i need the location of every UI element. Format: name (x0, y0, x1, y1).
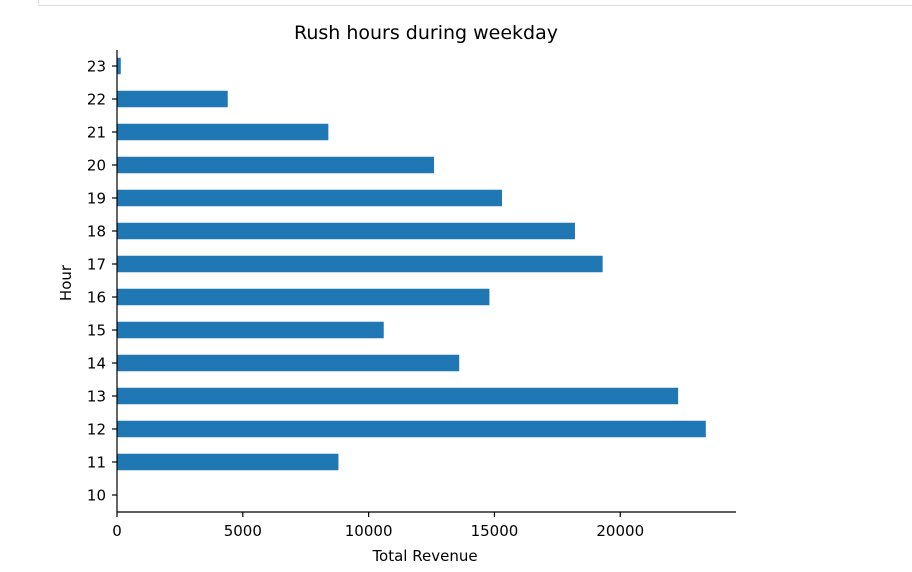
bars-group (117, 57, 706, 471)
chart-title: Rush hours during weekday (294, 22, 558, 44)
x-tick-label-20000: 20000 (596, 522, 644, 540)
y-tick-label-21: 21 (87, 124, 106, 142)
y-tick-label-11: 11 (87, 454, 106, 472)
y-tick-label-13: 13 (87, 388, 106, 406)
x-tick-label-15000: 15000 (471, 522, 519, 540)
bar-hour-14 (117, 354, 460, 372)
y-tick-label-12: 12 (87, 421, 106, 439)
y-axis-label: Hour (57, 264, 75, 301)
y-tick-label-20: 20 (87, 157, 106, 175)
notebook-cell-border (38, 0, 912, 6)
bar-hour-12 (117, 420, 706, 438)
y-tick-label-15: 15 (87, 322, 106, 340)
y-tick-label-16: 16 (87, 289, 106, 307)
y-tick-label-22: 22 (87, 91, 106, 109)
bar-hour-23 (117, 57, 121, 75)
y-tick-label-18: 18 (87, 223, 106, 241)
x-tick-label-5000: 5000 (224, 522, 262, 540)
bar-hour-22 (117, 90, 228, 108)
bar-hour-15 (117, 321, 384, 339)
y-tick-label-10: 10 (87, 487, 106, 505)
x-tick-label-0: 0 (112, 522, 122, 540)
bar-hour-21 (117, 123, 329, 141)
x-ticks-group: 0 5000 10000 15000 20000 (112, 512, 644, 540)
bar-hour-19 (117, 189, 502, 207)
bar-hour-11 (117, 453, 339, 471)
y-ticks-group: 10 11 12 13 14 15 16 17 18 19 20 21 22 23 (87, 58, 117, 505)
bar-hour-13 (117, 387, 679, 405)
y-tick-label-19: 19 (87, 190, 106, 208)
y-tick-label-23: 23 (87, 58, 106, 76)
bar-hour-18 (117, 222, 575, 240)
y-tick-label-14: 14 (87, 355, 106, 373)
x-axis-label: Total Revenue (371, 547, 477, 565)
bar-hour-17 (117, 255, 603, 273)
bar-hour-20 (117, 156, 435, 174)
x-tick-label-10000: 10000 (345, 522, 393, 540)
bar-hour-16 (117, 288, 490, 306)
y-tick-label-17: 17 (87, 256, 106, 274)
